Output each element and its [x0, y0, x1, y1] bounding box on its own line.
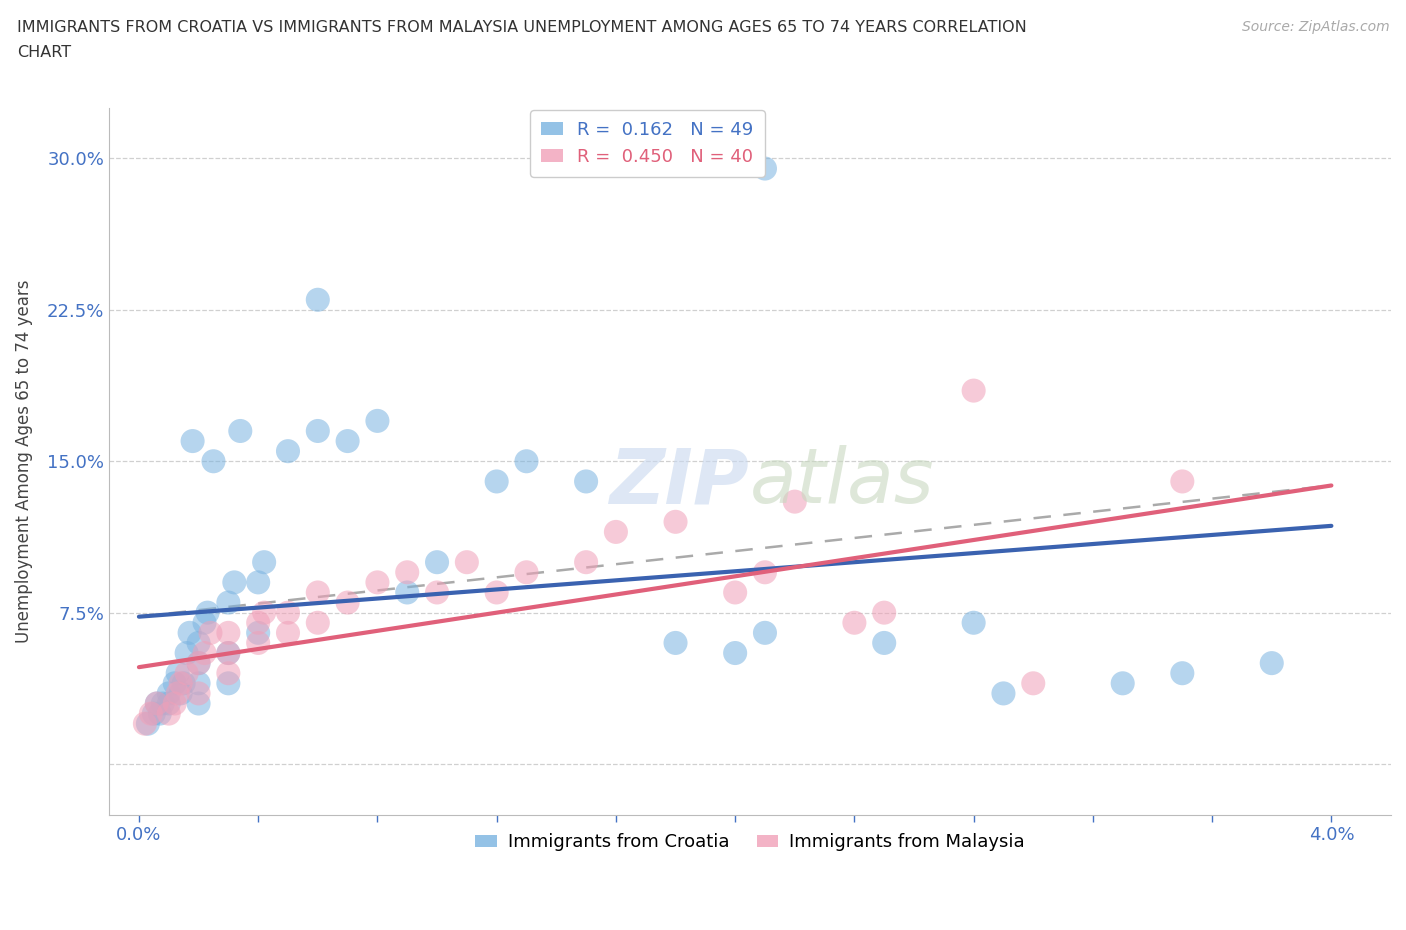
Point — [485, 585, 508, 600]
Point — [176, 645, 198, 660]
Point — [193, 645, 215, 660]
Point — [724, 585, 747, 600]
Text: ZIP: ZIP — [610, 445, 749, 520]
Point — [1112, 676, 1135, 691]
Point — [163, 696, 186, 711]
Point — [993, 686, 1015, 701]
Point — [247, 625, 270, 640]
Point — [179, 625, 201, 640]
Legend: Immigrants from Croatia, Immigrants from Malaysia: Immigrants from Croatia, Immigrants from… — [468, 826, 1032, 858]
Point — [456, 555, 478, 570]
Point — [247, 635, 270, 650]
Point — [152, 696, 174, 711]
Point — [202, 454, 225, 469]
Text: atlas: atlas — [749, 445, 935, 520]
Point — [166, 666, 188, 681]
Point — [396, 565, 419, 579]
Point — [247, 616, 270, 631]
Point — [277, 444, 299, 458]
Point — [229, 423, 252, 438]
Point — [247, 575, 270, 590]
Point — [149, 706, 172, 721]
Point — [187, 696, 209, 711]
Point — [426, 585, 449, 600]
Point — [157, 696, 180, 711]
Point — [193, 616, 215, 631]
Point — [724, 645, 747, 660]
Point — [426, 555, 449, 570]
Point — [575, 555, 598, 570]
Point — [170, 676, 193, 691]
Text: Source: ZipAtlas.com: Source: ZipAtlas.com — [1241, 20, 1389, 34]
Point — [253, 605, 276, 620]
Point — [396, 585, 419, 600]
Point — [307, 616, 329, 631]
Point — [783, 494, 806, 509]
Point — [754, 565, 776, 579]
Point — [187, 686, 209, 701]
Point — [134, 716, 156, 731]
Point — [1022, 676, 1045, 691]
Point — [187, 656, 209, 671]
Point — [217, 625, 239, 640]
Point — [176, 666, 198, 681]
Point — [224, 575, 246, 590]
Point — [605, 525, 627, 539]
Point — [307, 423, 329, 438]
Point — [962, 616, 984, 631]
Point — [277, 625, 299, 640]
Point — [139, 706, 162, 721]
Point — [336, 433, 359, 448]
Point — [142, 706, 165, 721]
Point — [575, 474, 598, 489]
Text: CHART: CHART — [17, 45, 70, 60]
Point — [307, 292, 329, 307]
Point — [754, 161, 776, 176]
Y-axis label: Unemployment Among Ages 65 to 74 years: Unemployment Among Ages 65 to 74 years — [15, 280, 32, 643]
Point — [157, 706, 180, 721]
Point — [217, 595, 239, 610]
Point — [197, 605, 219, 620]
Point — [181, 433, 204, 448]
Point — [187, 635, 209, 650]
Point — [366, 414, 388, 429]
Point — [515, 565, 537, 579]
Point — [366, 575, 388, 590]
Point — [173, 676, 195, 691]
Point — [844, 616, 866, 631]
Point — [187, 656, 209, 671]
Point — [200, 625, 222, 640]
Point — [170, 686, 193, 701]
Point — [217, 676, 239, 691]
Point — [217, 645, 239, 660]
Point — [136, 716, 159, 731]
Point — [157, 686, 180, 701]
Point — [485, 474, 508, 489]
Point — [307, 585, 329, 600]
Point — [1171, 666, 1194, 681]
Point — [146, 696, 169, 711]
Point — [166, 686, 188, 701]
Point — [217, 645, 239, 660]
Point — [1261, 656, 1284, 671]
Point — [873, 635, 896, 650]
Point — [873, 605, 896, 620]
Point — [146, 696, 169, 711]
Point — [664, 635, 686, 650]
Point — [217, 666, 239, 681]
Point — [664, 514, 686, 529]
Point — [187, 676, 209, 691]
Text: IMMIGRANTS FROM CROATIA VS IMMIGRANTS FROM MALAYSIA UNEMPLOYMENT AMONG AGES 65 T: IMMIGRANTS FROM CROATIA VS IMMIGRANTS FR… — [17, 20, 1026, 35]
Point — [1171, 474, 1194, 489]
Point — [163, 676, 186, 691]
Point — [253, 555, 276, 570]
Point — [515, 454, 537, 469]
Point — [962, 383, 984, 398]
Point — [336, 595, 359, 610]
Point — [754, 625, 776, 640]
Point — [277, 605, 299, 620]
